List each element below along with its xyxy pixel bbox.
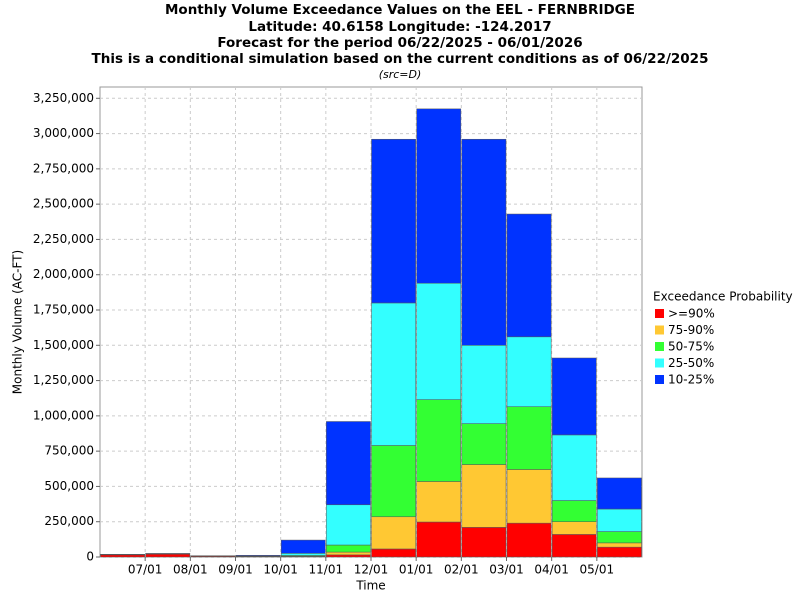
title-line: Forecast for the period 06/22/2025 - 06/… <box>217 35 582 51</box>
y-tick-label: 2,500,000 <box>33 197 94 211</box>
x-tick-label: 05/01 <box>580 563 615 577</box>
bar-segment <box>416 481 462 523</box>
legend-swatch <box>655 375 664 384</box>
y-tick-label: 750,000 <box>44 444 94 458</box>
bar-segment <box>416 399 462 482</box>
legend-swatch <box>655 325 664 335</box>
bar-segment <box>371 516 416 550</box>
x-tick-label: 03/01 <box>489 563 524 577</box>
y-tick-label: 1,500,000 <box>33 338 94 352</box>
bar-segment <box>461 423 507 465</box>
x-tick-label: 12/01 <box>354 563 389 577</box>
y-tick-label: 2,750,000 <box>33 161 94 175</box>
bar-segment <box>461 527 507 558</box>
bar-segment <box>551 357 597 436</box>
bar-segment <box>280 553 326 556</box>
bar-segment <box>506 522 552 558</box>
x-tick-label: 08/01 <box>173 563 208 577</box>
legend-label: 50-75% <box>668 340 714 354</box>
subtitle: (src=D) <box>379 68 422 81</box>
bar-segment <box>461 345 507 424</box>
x-tick-label: 07/01 <box>128 563 163 577</box>
bar-segment <box>461 138 507 346</box>
legend-swatch <box>655 309 664 318</box>
y-tick-label: 3,250,000 <box>33 91 94 105</box>
title-line: Latitude: 40.6158 Longitude: -124.2017 <box>248 19 551 35</box>
bar-segment <box>597 531 642 544</box>
bar-segment <box>235 555 281 557</box>
x-tick-label: 04/01 <box>534 563 569 577</box>
bar-segment <box>145 553 191 558</box>
bar-segment <box>326 421 371 506</box>
legend-swatch <box>655 342 664 351</box>
x-tick-label: 10/01 <box>263 563 298 577</box>
bar-segment <box>597 542 642 548</box>
legend-title: Exceedance Probability <box>653 290 793 304</box>
bar-segment <box>326 554 371 558</box>
bar-segment <box>597 546 642 558</box>
y-tick-label: 250,000 <box>44 514 94 528</box>
bar-segment <box>326 544 371 553</box>
bar-segment <box>506 213 552 338</box>
bar-segment <box>416 282 462 400</box>
y-tick-label: 2,000,000 <box>33 267 94 281</box>
y-tick-label: 1,250,000 <box>33 373 94 387</box>
bar-segment <box>597 477 642 510</box>
legend-label: 25-50% <box>668 356 714 370</box>
bar-segment <box>551 500 597 522</box>
bar-segment <box>551 521 597 535</box>
x-tick-label: 02/01 <box>444 563 479 577</box>
bar-segment <box>371 138 416 304</box>
y-tick-label: 500,000 <box>44 479 94 493</box>
y-axis-label: Monthly Volume (AC-FT) <box>11 250 25 394</box>
bar-segment <box>416 521 462 558</box>
bar-segment <box>506 469 552 524</box>
bar-segment <box>326 551 371 556</box>
bar-segment <box>416 108 462 284</box>
x-axis-label: Time <box>355 579 385 593</box>
legend-swatch <box>655 358 664 368</box>
bar-segment <box>371 302 416 446</box>
bar-segment <box>280 539 326 554</box>
bar-segment <box>100 554 145 558</box>
bar-segment <box>461 464 507 528</box>
title-line: This is a conditional simulation based o… <box>92 51 709 67</box>
y-tick-label: 0 <box>86 550 94 564</box>
legend-label: 10-25% <box>668 373 714 387</box>
y-tick-label: 2,250,000 <box>33 232 94 246</box>
x-tick-label: 11/01 <box>309 563 344 577</box>
bar-segment <box>506 336 552 407</box>
bar-segment <box>371 445 416 518</box>
chart-title: Monthly Volume Exceedance Values on the … <box>165 2 635 18</box>
legend-label: >=90% <box>668 307 715 321</box>
bar-segment <box>506 406 552 470</box>
bar-segment <box>551 434 597 501</box>
x-tick-label: 01/01 <box>399 563 434 577</box>
bar-segment <box>326 504 371 546</box>
x-tick-label: 09/01 <box>218 563 253 577</box>
y-tick-label: 1,000,000 <box>33 408 94 422</box>
bar-segment <box>551 534 597 558</box>
y-tick-label: 3,000,000 <box>33 126 94 140</box>
y-tick-label: 1,750,000 <box>33 303 94 317</box>
bar-segment <box>597 508 642 532</box>
bar-segment <box>371 548 416 558</box>
legend-label: 75-90% <box>668 323 714 337</box>
